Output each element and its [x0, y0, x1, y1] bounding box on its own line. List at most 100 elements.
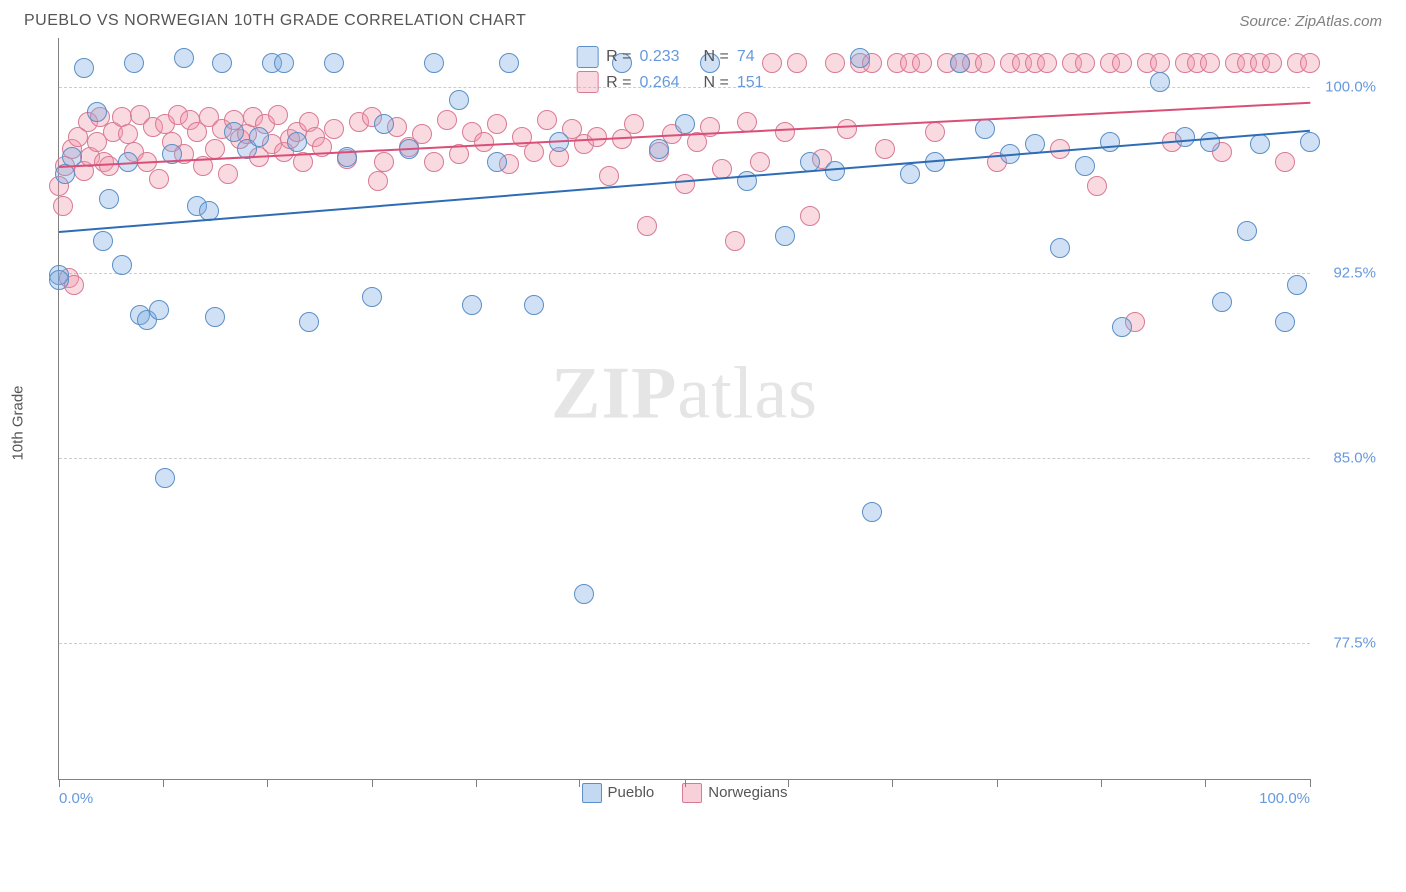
norwegians-point	[99, 156, 119, 176]
x-tick	[685, 779, 686, 787]
norwegians-point	[218, 164, 238, 184]
norwegians-point	[149, 169, 169, 189]
pueblo-point	[524, 295, 544, 315]
norwegians-point	[599, 166, 619, 186]
norwegians-point	[1262, 53, 1282, 73]
pueblo-point	[299, 312, 319, 332]
norwegians-point	[1150, 53, 1170, 73]
norwegians-point	[487, 114, 507, 134]
watermark-atlas: atlas	[677, 352, 818, 434]
pueblo-point	[649, 139, 669, 159]
pueblo-point	[1112, 317, 1132, 337]
norwegians-point	[374, 152, 394, 172]
pueblo-point	[149, 300, 169, 320]
pueblo-point	[800, 152, 820, 172]
norwegians-point	[1112, 53, 1132, 73]
legend-item-pueblo: Pueblo	[582, 783, 655, 803]
x-tick	[267, 779, 268, 787]
norwegians-point	[474, 132, 494, 152]
norwegians-point	[637, 216, 657, 236]
pueblo-point	[1212, 292, 1232, 312]
pueblo-point	[825, 161, 845, 181]
grid-line	[59, 273, 1310, 274]
correlation-row-norwegians: R = 0.264 N = 151	[576, 70, 793, 96]
norwegians-r-value: 0.264	[640, 70, 696, 96]
norwegians-legend-label: Norwegians	[708, 784, 787, 801]
norwegians-point	[1087, 176, 1107, 196]
norwegians-point	[587, 127, 607, 147]
pueblo-point	[205, 307, 225, 327]
r-label: R =	[606, 70, 631, 96]
pueblo-legend-swatch-icon	[582, 783, 602, 803]
pueblo-point	[374, 114, 394, 134]
y-tick-label: 100.0%	[1316, 79, 1376, 96]
pueblo-point	[499, 53, 519, 73]
norwegians-point	[53, 196, 73, 216]
plot-area: ZIPatlas R = 0.233 N = 74 R = 0.264 N = …	[58, 38, 1310, 780]
x-tick	[892, 779, 893, 787]
pueblo-point	[224, 122, 244, 142]
x-tick	[59, 779, 60, 787]
x-tick	[1101, 779, 1102, 787]
pueblo-point	[1287, 275, 1307, 295]
x-tick	[997, 779, 998, 787]
norwegians-point	[1275, 152, 1295, 172]
norwegians-point	[875, 139, 895, 159]
norwegians-point	[675, 174, 695, 194]
norwegians-swatch-icon	[576, 71, 598, 93]
pueblo-point	[1100, 132, 1120, 152]
pueblo-point	[1237, 221, 1257, 241]
pueblo-point	[975, 119, 995, 139]
watermark: ZIPatlas	[551, 351, 818, 436]
pueblo-point	[1150, 72, 1170, 92]
y-axis-label: 10th Grade	[10, 385, 27, 460]
x-tick	[163, 779, 164, 787]
norwegians-point	[1300, 53, 1320, 73]
r-label: R =	[606, 44, 631, 70]
pueblo-point	[112, 255, 132, 275]
pueblo-point	[424, 53, 444, 73]
pueblo-n-value: 74	[737, 44, 793, 70]
norwegians-point	[624, 114, 644, 134]
pueblo-point	[249, 127, 269, 147]
legend-item-norwegians: Norwegians	[682, 783, 787, 803]
n-label: N =	[704, 70, 729, 96]
grid-line	[59, 458, 1310, 459]
x-tick	[476, 779, 477, 787]
pueblo-point	[487, 152, 507, 172]
pueblo-point	[1175, 127, 1195, 147]
norwegians-point	[825, 53, 845, 73]
grid-line	[59, 643, 1310, 644]
pueblo-point	[74, 58, 94, 78]
norwegians-point	[750, 152, 770, 172]
pueblo-point	[212, 53, 232, 73]
y-tick-label: 77.5%	[1316, 635, 1376, 652]
watermark-zip: ZIP	[551, 352, 677, 434]
pueblo-point	[574, 584, 594, 604]
y-tick-label: 92.5%	[1316, 264, 1376, 281]
norwegians-point	[800, 206, 820, 226]
pueblo-point	[62, 147, 82, 167]
x-tick	[1205, 779, 1206, 787]
norwegians-point	[925, 122, 945, 142]
x-tick-label-max: 100.0%	[1259, 790, 1310, 807]
pueblo-point	[675, 114, 695, 134]
pueblo-point	[155, 468, 175, 488]
norwegians-point	[1200, 53, 1220, 73]
correlation-row-pueblo: R = 0.233 N = 74	[576, 44, 793, 70]
chart-area: 10th Grade ZIPatlas R = 0.233 N = 74 R =…	[58, 38, 1382, 808]
pueblo-point	[124, 53, 144, 73]
norwegians-point	[268, 105, 288, 125]
pueblo-point	[1275, 312, 1295, 332]
n-label: N =	[704, 44, 729, 70]
pueblo-legend-label: Pueblo	[608, 784, 655, 801]
pueblo-point	[99, 189, 119, 209]
y-tick-label: 85.0%	[1316, 449, 1376, 466]
pueblo-point	[862, 502, 882, 522]
x-tick	[372, 779, 373, 787]
pueblo-point	[1250, 134, 1270, 154]
pueblo-point	[1300, 132, 1320, 152]
pueblo-point	[900, 164, 920, 184]
pueblo-point	[1050, 238, 1070, 258]
pueblo-point	[362, 287, 382, 307]
